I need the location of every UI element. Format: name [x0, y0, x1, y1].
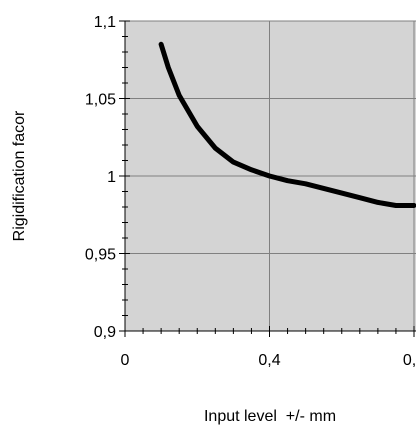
x-tick-label: 0,4 — [258, 352, 280, 369]
y-tick-label: 1,1 — [94, 14, 116, 31]
x-axis-ticks — [124, 326, 415, 337]
x-axis-tick-labels: 0 0,4 0,8 — [121, 352, 416, 369]
series-group — [158, 41, 416, 208]
y-tick-label: 0,9 — [94, 324, 116, 341]
y-tick-label: 1,05 — [85, 92, 116, 109]
series-line — [158, 41, 416, 208]
x-tick-label: 0 — [121, 352, 130, 369]
x-axis-title: Input level +/- mm — [204, 408, 336, 425]
y-axis-tick-labels: 0,9 0,95 1 1,05 1,1 — [85, 14, 116, 341]
y-tick-label: 1 — [107, 169, 116, 186]
y-axis-ticks — [119, 20, 130, 332]
x-tick-label: 0,8 — [403, 352, 416, 369]
y-axis-title: Rigidification facor — [11, 110, 28, 241]
y-tick-label: 0,95 — [85, 247, 116, 264]
